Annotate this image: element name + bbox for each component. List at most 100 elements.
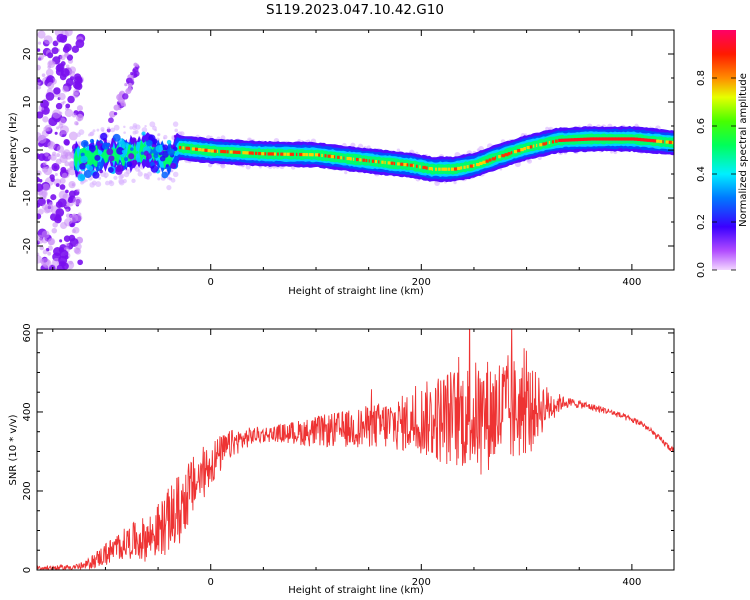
noise-blob bbox=[77, 212, 82, 217]
noise-blob bbox=[72, 80, 82, 90]
ridge-core-segment bbox=[283, 152, 287, 156]
halo-blob bbox=[396, 148, 401, 152]
halo-blob bbox=[119, 173, 125, 179]
halo-blob bbox=[141, 127, 148, 133]
noise-blob bbox=[47, 65, 52, 70]
ridge-core-segment bbox=[592, 137, 597, 141]
noise-blob bbox=[68, 66, 77, 74]
ridge-core-segment bbox=[491, 157, 496, 161]
ridge-core-segment bbox=[539, 143, 543, 147]
turbulent-blob bbox=[159, 155, 166, 162]
ridge-core-segment bbox=[311, 153, 314, 157]
spectrogram-y-tick-label: 10 bbox=[22, 96, 33, 109]
noise-blob bbox=[56, 145, 65, 153]
noise-blob bbox=[54, 131, 58, 135]
noise-blob bbox=[41, 73, 46, 77]
ridge-core-segment bbox=[337, 155, 340, 159]
ridge-core-segment bbox=[441, 167, 446, 171]
noise-blob bbox=[73, 196, 82, 206]
noise-blob bbox=[38, 179, 43, 183]
ridge-core-segment bbox=[611, 137, 616, 141]
snr-y-tick-label: 400 bbox=[22, 402, 33, 421]
ridge-core-segment bbox=[630, 137, 635, 141]
ridge-core-segment bbox=[589, 137, 594, 141]
noise-blob bbox=[37, 238, 44, 244]
noise-blob bbox=[52, 109, 62, 119]
noise-blob bbox=[38, 56, 43, 61]
ridge-core-segment bbox=[289, 152, 294, 156]
halo-blob bbox=[137, 169, 141, 172]
noise-blob bbox=[58, 92, 66, 101]
noise-blob bbox=[64, 161, 70, 167]
ridge-core-segment bbox=[529, 145, 533, 149]
noise-blob bbox=[37, 208, 44, 215]
noise-blob bbox=[37, 134, 47, 144]
turbulent-blob bbox=[172, 146, 178, 151]
noise-blob bbox=[50, 194, 57, 201]
turbulent-blob bbox=[77, 173, 86, 182]
halo-blob bbox=[134, 129, 139, 135]
ridge-core-segment bbox=[359, 158, 362, 162]
ridge-core-segment bbox=[488, 158, 492, 162]
ridge-core-segment bbox=[438, 167, 441, 171]
ridge-core-segment bbox=[277, 152, 279, 156]
ridge-core-segment bbox=[428, 167, 433, 171]
turbulent-blob bbox=[150, 165, 159, 173]
ridge-core-segment bbox=[318, 153, 320, 157]
turbulent-blob bbox=[151, 138, 158, 145]
halo-blob bbox=[107, 126, 111, 130]
ridge-core-segment bbox=[229, 150, 233, 154]
ridge-core-segment bbox=[476, 162, 480, 167]
ridge-core-segment bbox=[280, 152, 284, 156]
streak-blob bbox=[125, 88, 132, 95]
ridge-core-segment bbox=[217, 149, 219, 153]
halo-blob bbox=[85, 179, 88, 182]
ridge-core-segment bbox=[596, 137, 601, 141]
ridge-core-segment bbox=[472, 163, 475, 168]
colorbar-tick-label: 0.0 bbox=[696, 262, 707, 278]
ridge-core-segment bbox=[258, 151, 261, 156]
streak-blob bbox=[124, 83, 128, 87]
ridge-core-segment bbox=[504, 153, 509, 157]
colorbar-tick-label: 0.6 bbox=[696, 118, 707, 134]
noise-blob bbox=[46, 198, 51, 203]
noise-blob bbox=[59, 247, 63, 251]
ridge-core-segment bbox=[384, 160, 386, 165]
ridge-core-segment bbox=[296, 152, 298, 157]
ridge-core-segment bbox=[615, 137, 620, 141]
halo-blob bbox=[344, 170, 348, 175]
ridge-core-segment bbox=[267, 152, 272, 156]
turbulent-blob bbox=[143, 150, 149, 156]
noise-blob bbox=[64, 52, 69, 57]
ridge-band-2 bbox=[73, 131, 674, 177]
ridge-core-segment bbox=[564, 138, 569, 142]
ridge-core-segment bbox=[510, 151, 513, 155]
halo-blob bbox=[92, 129, 96, 133]
turbulent-blob bbox=[128, 153, 135, 160]
noise-blob bbox=[67, 95, 75, 104]
ridge-core-segment bbox=[548, 140, 551, 145]
ridge-core-segment bbox=[649, 138, 654, 143]
ridge-core-segment bbox=[463, 165, 466, 169]
spectrogram-y-tick-label: -20 bbox=[22, 238, 33, 254]
ridge-core-segment bbox=[507, 152, 511, 156]
spectrogram-y-label: Frequency (Hz) bbox=[8, 112, 19, 188]
noise-blob bbox=[48, 202, 54, 207]
colorbar-axis: 0.0 0.2 0.4 0.6 0.8 bbox=[696, 70, 736, 278]
turbulent-blob bbox=[88, 145, 96, 152]
ridge-core-segment bbox=[460, 166, 463, 170]
ridge-core-segment bbox=[245, 151, 250, 155]
ridge-core-segment bbox=[434, 167, 438, 171]
noise-blob bbox=[55, 64, 64, 72]
noise-blob bbox=[61, 262, 69, 270]
halo-blob bbox=[105, 180, 110, 186]
noise-blob bbox=[41, 203, 49, 210]
ridge-core-segment bbox=[513, 150, 518, 154]
ridge-core-segment bbox=[419, 165, 421, 169]
ridge-core-segment bbox=[356, 157, 359, 162]
ridge-core-segment bbox=[314, 153, 319, 157]
ridge-core-segment bbox=[671, 141, 674, 145]
noise-blob bbox=[43, 35, 53, 45]
ridge-core-segment bbox=[232, 150, 237, 154]
halo-blob bbox=[79, 170, 83, 174]
